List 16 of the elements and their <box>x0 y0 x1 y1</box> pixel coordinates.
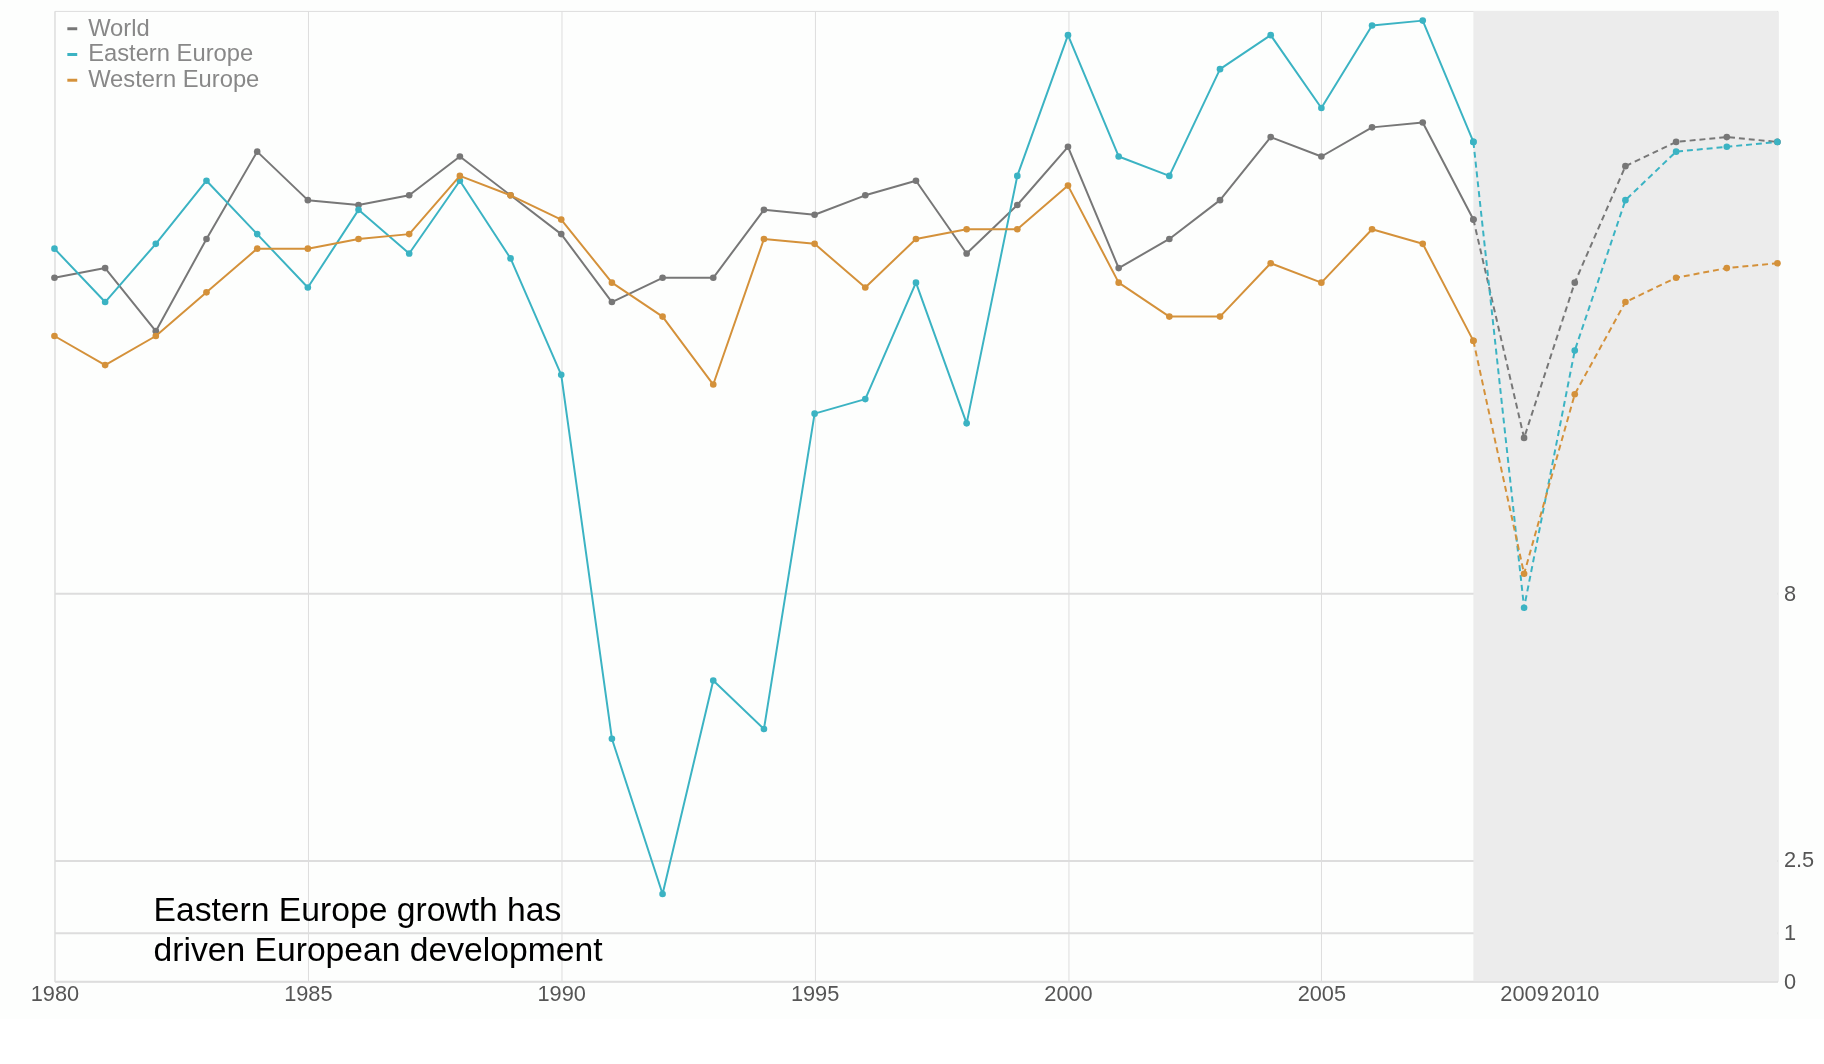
x-tick-label: 1995 <box>790 980 840 1006</box>
x-tick-label: 2005 <box>1297 980 1347 1006</box>
x-tick-label: 1980 <box>30 980 80 1006</box>
y-tick-label: 2.5 <box>1783 847 1815 873</box>
y-tick-label: 0 <box>1783 968 1797 994</box>
x-tick-label: 2000 <box>1044 980 1093 1006</box>
legend-label: Eastern Europe <box>88 39 254 67</box>
y-tick-label: 8 <box>1783 580 1797 606</box>
y-tick-label: 1 <box>1783 920 1797 946</box>
legend-label: Western Europe <box>88 65 260 93</box>
legend-label: World <box>88 13 150 41</box>
x-tick-label: 1990 <box>537 980 586 1006</box>
x-tick-label: 2010 <box>1551 980 1600 1006</box>
x-tick-label: 2009 <box>1500 980 1549 1006</box>
x-tick-label: 1985 <box>284 980 333 1006</box>
annotation: Eastern Europe growth has driven European development <box>153 890 604 968</box>
